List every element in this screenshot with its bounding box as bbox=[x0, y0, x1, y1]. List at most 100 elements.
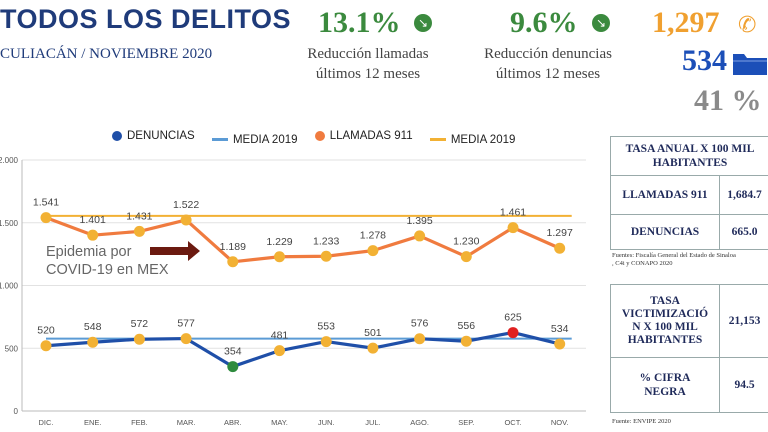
label-llamadas: 1.189 bbox=[220, 241, 246, 253]
victimization-label: TASA VICTIMIZACIÓ N X 100 MIL HABITANTES bbox=[610, 284, 720, 358]
label-llamadas: 1.522 bbox=[173, 199, 199, 211]
calls-reduction-value: 13.1% bbox=[318, 6, 401, 39]
line-chart: 0 500 1.000 1.500 2.000 DIC. ENE. FEB. MAR. ABR. M… bbox=[0, 156, 586, 427]
point-llamadas bbox=[460, 251, 472, 263]
table1-source: Fuentes: Fiscalía General del Estado de … bbox=[612, 252, 768, 268]
legend-item-media-llamadas: MEDIA 2019 bbox=[429, 134, 515, 146]
folder-icon bbox=[733, 54, 767, 75]
y-tick-label: 0 bbox=[14, 407, 19, 416]
cifra-negra-label-line1: % CIFRA bbox=[639, 372, 691, 384]
point-denuncias bbox=[133, 333, 145, 345]
reports-reduction-caption-line1: Reducción denuncias bbox=[484, 46, 612, 62]
point-llamadas bbox=[274, 251, 285, 263]
covid-annotation-line1: Epidemia por bbox=[46, 244, 132, 260]
point-denuncias bbox=[320, 336, 332, 348]
reports-reduction-caption-line2: últimos 12 meses bbox=[495, 66, 601, 82]
victimization-label-line4: HABITANTES bbox=[627, 334, 703, 346]
point-denuncias bbox=[180, 333, 192, 345]
label-denuncias: 572 bbox=[131, 318, 149, 330]
annual-rate-label-denuncias: DENUNCIAS bbox=[610, 214, 720, 250]
label-denuncias: 534 bbox=[551, 323, 569, 335]
y-tick-label: 500 bbox=[5, 344, 19, 353]
calls-reduction-caption: Reducción llamadas últimos 12 meses bbox=[288, 44, 448, 84]
label-llamadas: 1.233 bbox=[313, 235, 339, 247]
label-denuncias: 501 bbox=[364, 327, 382, 339]
point-llamadas bbox=[180, 214, 192, 226]
series-line-llamadas bbox=[45, 216, 561, 264]
label-denuncias: 553 bbox=[317, 321, 335, 333]
chart-legend: DENUNCIAS MEDIA 2019 LLAMADAS 911 MEDIA … bbox=[112, 130, 529, 146]
label-denuncias: 577 bbox=[177, 318, 195, 330]
point-llamadas bbox=[320, 250, 332, 262]
annual-rate-value-llamadas: 1,684.7 bbox=[719, 175, 768, 215]
x-tick-label: ABR. bbox=[224, 418, 242, 427]
x-tick-label: OCT. bbox=[504, 418, 521, 427]
reports-reduction-value: 9.6% bbox=[510, 6, 578, 39]
cifra-negra-label-line2: NEGRA bbox=[644, 386, 686, 398]
cifra-negra-value: 94.5 bbox=[719, 357, 768, 413]
phone-icon: ✆ bbox=[738, 12, 757, 37]
reports-month-value: 534 bbox=[682, 44, 727, 77]
point-denuncias bbox=[507, 327, 519, 339]
covid-annotation-line2: COVID-19 en MEX bbox=[46, 262, 169, 278]
label-llamadas: 1.431 bbox=[126, 210, 152, 222]
legend-label-media-denuncias: MEDIA 2019 bbox=[232, 133, 298, 146]
y-tick-label: 2.000 bbox=[0, 156, 19, 165]
y-tick-label: 1.500 bbox=[0, 219, 19, 228]
page-subtitle: CULIACÁN / NOVIEMBRE 2020 bbox=[0, 46, 213, 62]
point-llamadas bbox=[40, 212, 52, 224]
point-denuncias bbox=[460, 335, 472, 347]
point-denuncias bbox=[40, 340, 52, 352]
victimization-label-line2: VICTIMIZACIÓ bbox=[621, 308, 709, 320]
point-llamadas bbox=[87, 229, 99, 241]
victimization-table: TASA VICTIMIZACIÓ N X 100 MIL HABITANTES… bbox=[610, 284, 768, 413]
page-title: TODOS LOS DELITOS bbox=[0, 4, 292, 34]
calls-month-value: 1,297 bbox=[652, 6, 720, 39]
annual-rate-header-line2: HABITANTES bbox=[652, 157, 728, 169]
label-denuncias: 520 bbox=[37, 325, 55, 337]
x-tick-label: JUL. bbox=[365, 418, 380, 427]
y-tick-label: 1.000 bbox=[0, 282, 19, 291]
label-denuncias: 625 bbox=[504, 312, 522, 324]
calls-reduction-caption-line2: últimos 12 meses bbox=[315, 66, 421, 82]
label-llamadas: 1.230 bbox=[453, 236, 479, 248]
point-llamadas bbox=[414, 230, 426, 242]
point-denuncias bbox=[414, 333, 426, 345]
point-denuncias bbox=[554, 338, 566, 350]
annual-rate-header: TASA ANUAL X 100 MIL HABITANTES bbox=[610, 136, 768, 176]
point-llamadas bbox=[133, 225, 145, 237]
down-right-arrow-icon: ↘ bbox=[414, 14, 432, 32]
victimization-label-line1: TASA bbox=[650, 295, 680, 307]
cifra-negra-label: % CIFRA NEGRA bbox=[610, 357, 720, 413]
calls-reduction-caption-line1: Reducción llamadas bbox=[307, 46, 429, 62]
label-denuncias: 576 bbox=[411, 318, 429, 330]
series-line-denuncias bbox=[45, 330, 561, 369]
x-tick-label: SEP. bbox=[458, 418, 474, 427]
victimization-value: 21,153 bbox=[719, 284, 768, 358]
label-llamadas: 1.395 bbox=[406, 215, 432, 227]
victimization-label-line3: N X 100 MIL bbox=[632, 321, 698, 333]
annual-rate-header-line1: TASA ANUAL X 100 MIL bbox=[625, 143, 755, 155]
label-llamadas: 1.401 bbox=[80, 214, 106, 226]
down-right-arrow-icon: ↘ bbox=[592, 14, 610, 32]
label-llamadas: 1.229 bbox=[266, 236, 292, 248]
label-llamadas: 1.278 bbox=[360, 230, 386, 242]
annual-rate-table: TASA ANUAL X 100 MIL HABITANTES LLAMADAS… bbox=[610, 136, 768, 250]
label-llamadas: 1.297 bbox=[547, 227, 573, 239]
label-denuncias: 548 bbox=[84, 321, 102, 333]
x-tick-label: AGO. bbox=[410, 418, 429, 427]
point-denuncias bbox=[367, 342, 379, 354]
annual-rate-label-llamadas: LLAMADAS 911 bbox=[610, 175, 720, 215]
annual-rate-value-denuncias: 665.0 bbox=[719, 214, 768, 250]
point-llamadas bbox=[367, 245, 379, 257]
legend-item-llamadas: LLAMADAS 911 bbox=[314, 130, 413, 142]
covid-arrow bbox=[150, 241, 200, 261]
point-llamadas bbox=[554, 242, 566, 254]
point-denuncias bbox=[274, 345, 285, 357]
label-denuncias: 556 bbox=[458, 320, 476, 332]
x-tick-label: MAY. bbox=[271, 418, 288, 427]
legend-label-denuncias: DENUNCIAS bbox=[127, 130, 195, 142]
label-llamadas: 1.461 bbox=[500, 207, 526, 219]
legend-item-media-denuncias: MEDIA 2019 bbox=[211, 133, 298, 146]
reports-reduction-caption: Reducción denuncias últimos 12 meses bbox=[466, 44, 630, 84]
